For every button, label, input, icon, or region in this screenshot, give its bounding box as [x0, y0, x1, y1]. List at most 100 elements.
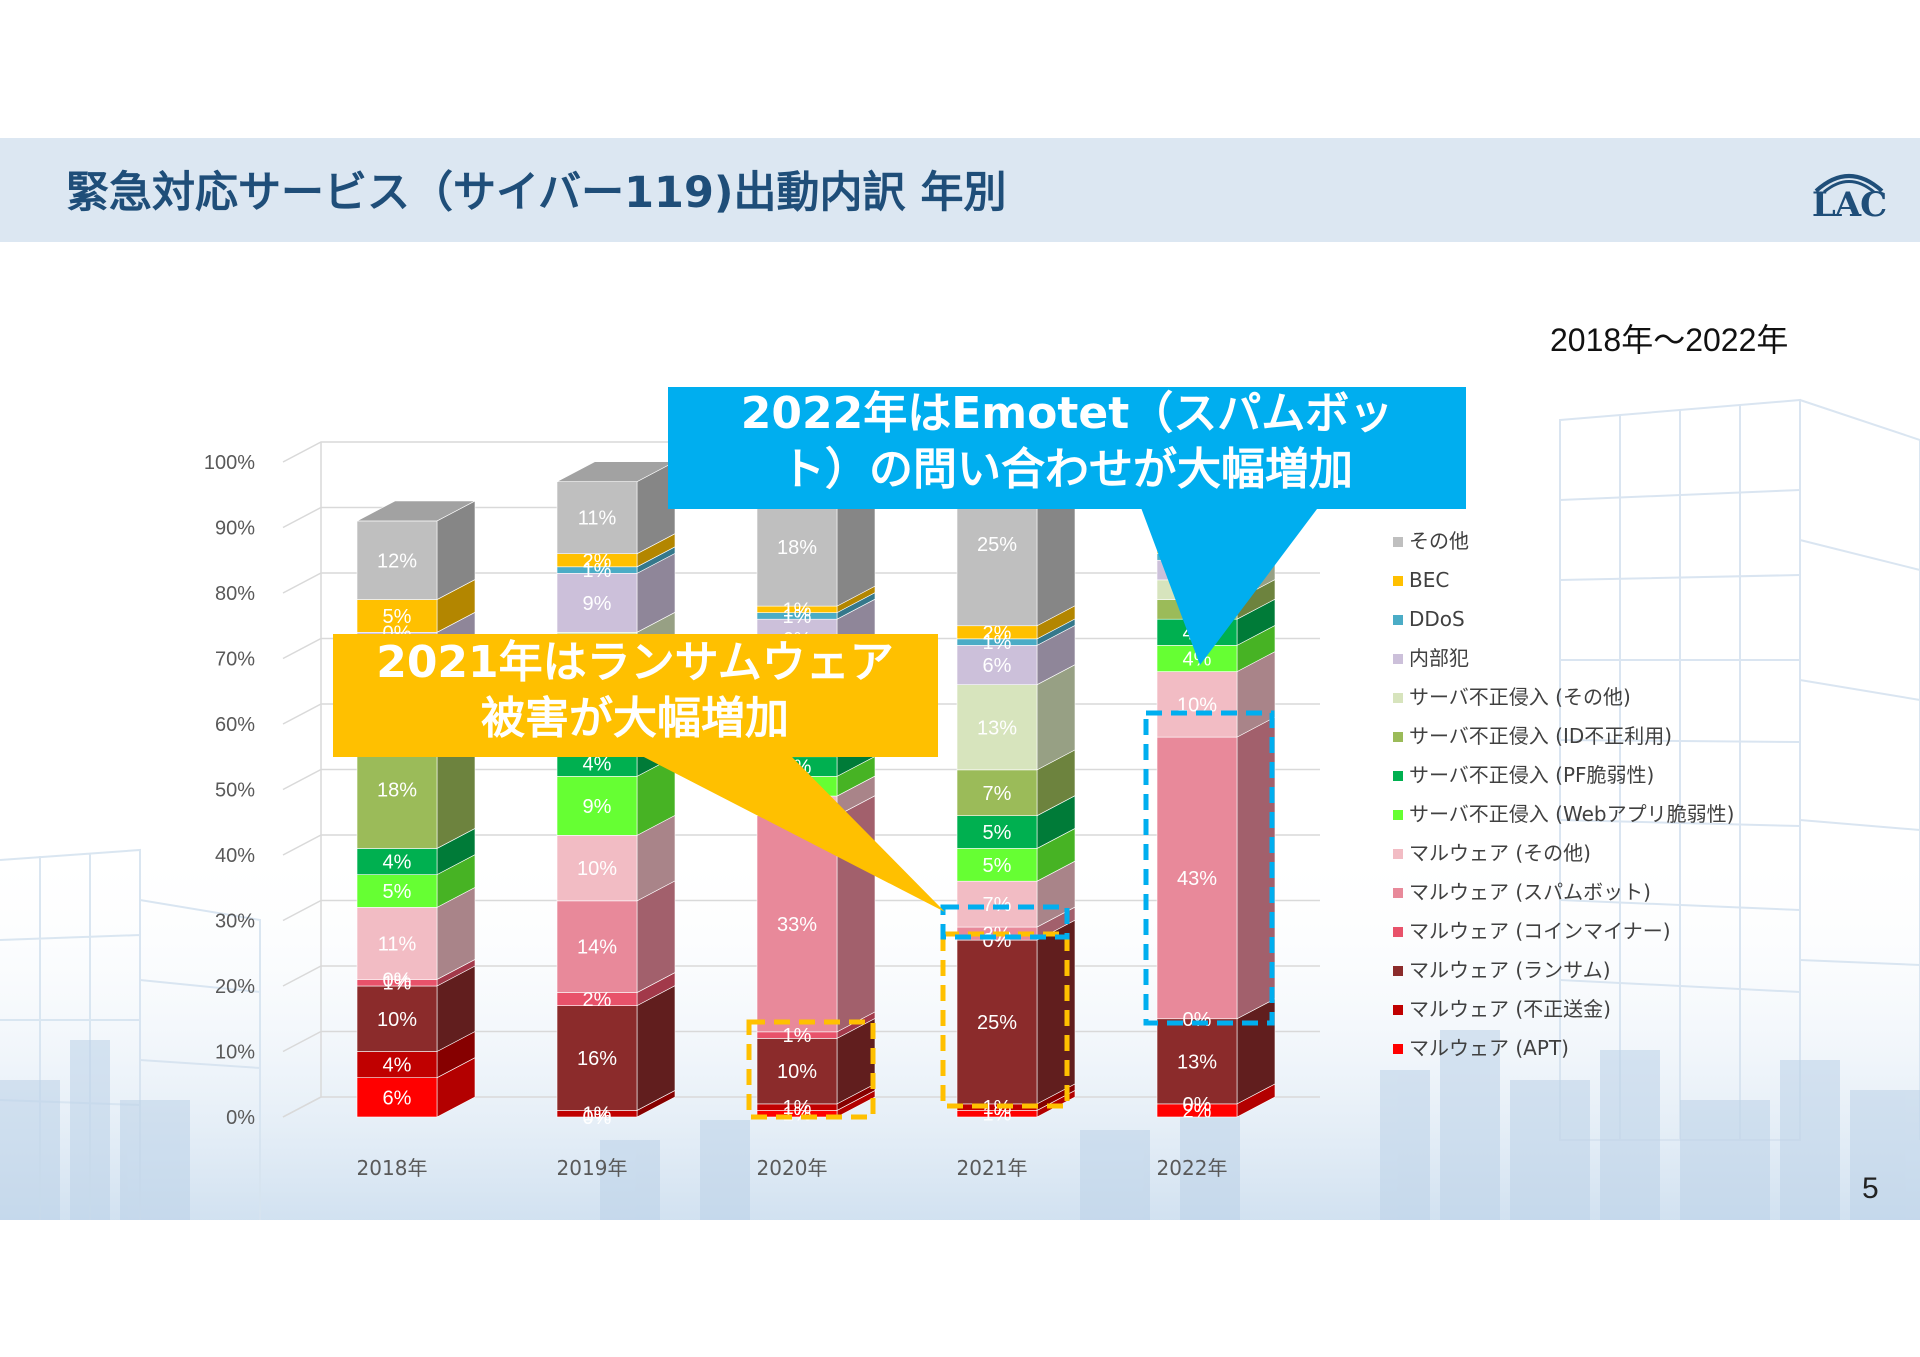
legend-label: DDoS [1409, 607, 1465, 631]
bar-segment [356, 520, 438, 600]
highlight-box [1143, 710, 1275, 1026]
data-label: 16% [577, 1048, 617, 1070]
data-label: 1% [983, 1104, 1012, 1126]
x-tick-label: 2022年 [1157, 1156, 1228, 1180]
data-label: 11% [578, 508, 617, 530]
bar-segment [556, 900, 638, 993]
bar-segment [1156, 671, 1238, 738]
y-tick-label: 10% [215, 1042, 255, 1064]
legend-item: マルウェア (APT) [1393, 1036, 1569, 1060]
y-tick-label: 70% [215, 649, 255, 671]
bar-segment [956, 769, 1038, 816]
highlight-box [940, 904, 1070, 940]
data-label: 9% [583, 796, 612, 818]
data-label: 0% [383, 969, 412, 991]
legend-label: サーバ不正侵入 (Webアプリ脆弱性) [1409, 802, 1734, 826]
bar-segment [556, 573, 638, 633]
page-number: 5 [1862, 1172, 1879, 1205]
data-label: 13% [977, 717, 1017, 739]
bar-stack: 1%1%25%0%2%7%5%5%7%13%6%1%2%25% [956, 441, 1076, 1126]
data-label: 6% [983, 655, 1012, 677]
bar-segment [956, 848, 1038, 882]
bar-segment [356, 907, 438, 980]
legend-swatch [1393, 966, 1403, 976]
bar-segment-side [636, 985, 676, 1111]
legend-item: サーバ不正侵入 (ID不正利用) [1393, 724, 1672, 748]
callout-text: 2022年はEmotet（スパムボッ [741, 388, 1394, 439]
data-label: 25% [977, 1012, 1017, 1034]
logo-arc-icon [1814, 174, 1884, 194]
data-label: 13% [1177, 1051, 1217, 1073]
data-label: 7% [983, 783, 1012, 805]
y-tick-label: 60% [215, 714, 255, 736]
data-label: 18% [777, 537, 817, 559]
data-label: 43% [1177, 868, 1217, 890]
y-tick-label: 50% [215, 780, 255, 802]
legend-swatch [1393, 888, 1403, 898]
legend-item: DDoS [1393, 607, 1465, 631]
x-tick-label: 2021年 [957, 1156, 1028, 1180]
bar-segment [356, 1051, 438, 1079]
legend-swatch [1393, 1044, 1403, 1054]
legend-label: マルウェア (スパムボット) [1409, 880, 1651, 904]
legend-item: マルウェア (コインマイナー) [1393, 919, 1671, 943]
bar-segment [956, 684, 1038, 771]
data-label: 4% [383, 852, 412, 874]
legend-label: サーバ不正侵入 (その他) [1409, 685, 1631, 709]
data-label: 1% [383, 973, 412, 995]
data-label: 5% [383, 881, 412, 903]
bar-segment [556, 1005, 638, 1111]
highlight-box [940, 931, 1070, 1109]
bar-segment [356, 985, 438, 1052]
x-tick-label: 2018年 [357, 1156, 428, 1180]
callouts: 2022年はEmotet（スパムボット）の問い合わせが大幅増加 2021年はランサ… [333, 387, 1466, 912]
data-label: 0% [1183, 1094, 1212, 1116]
legend-item: サーバ不正侵入 (その他) [1393, 685, 1631, 709]
y-tick-label: 30% [215, 911, 255, 933]
bar-segment [756, 815, 838, 1033]
data-label: 9% [583, 593, 612, 615]
logo-text: LAC [1811, 185, 1887, 225]
legend-item: BEC [1393, 568, 1449, 592]
legend-item: その他 [1393, 529, 1469, 553]
legend-label: マルウェア (その他) [1409, 841, 1591, 865]
bar-segment [956, 645, 1038, 686]
legend-item: マルウェア (ランサム) [1393, 958, 1611, 982]
legend-swatch [1393, 732, 1403, 742]
legend-swatch [1393, 927, 1403, 937]
data-label: 11% [378, 933, 417, 955]
legend-label: 内部犯 [1409, 646, 1469, 670]
data-label: 5% [983, 822, 1012, 844]
legend-item: マルウェア (不正送金) [1393, 997, 1611, 1021]
legend-label: マルウェア (不正送金) [1409, 997, 1611, 1021]
data-label: 1% [783, 1097, 812, 1119]
y-tick-label: 0% [226, 1107, 255, 1129]
legend-swatch [1393, 849, 1403, 859]
data-label: 18% [377, 780, 417, 802]
legend-item: サーバ不正侵入 (PF脆弱性) [1393, 763, 1654, 787]
data-label: 1% [983, 632, 1012, 654]
data-label: 1% [783, 1104, 812, 1126]
lac-logo: LAC [1808, 165, 1890, 225]
data-label: 14% [577, 937, 617, 959]
data-label: 10% [577, 858, 617, 880]
bar-segment [556, 481, 638, 554]
data-label: 2% [983, 622, 1012, 644]
legend-swatch [1393, 537, 1403, 547]
y-tick-label: 80% [215, 583, 255, 605]
data-label: 33% [777, 914, 817, 936]
legend-swatch [1393, 810, 1403, 820]
data-label: 4% [383, 1055, 412, 1077]
legend-swatch [1393, 615, 1403, 625]
bar-segment [356, 848, 438, 875]
data-label: 0% [1183, 1009, 1212, 1031]
data-label: 1% [783, 1025, 812, 1047]
legend-item: サーバ不正侵入 (Webアプリ脆弱性) [1393, 802, 1734, 826]
legend-swatch [1393, 654, 1403, 664]
data-label: 1% [783, 606, 812, 628]
bar-segment [556, 835, 638, 902]
data-label: 10% [777, 1061, 817, 1083]
y-tick-label: 20% [215, 976, 255, 998]
legend-label: マルウェア (ランサム) [1409, 958, 1611, 982]
